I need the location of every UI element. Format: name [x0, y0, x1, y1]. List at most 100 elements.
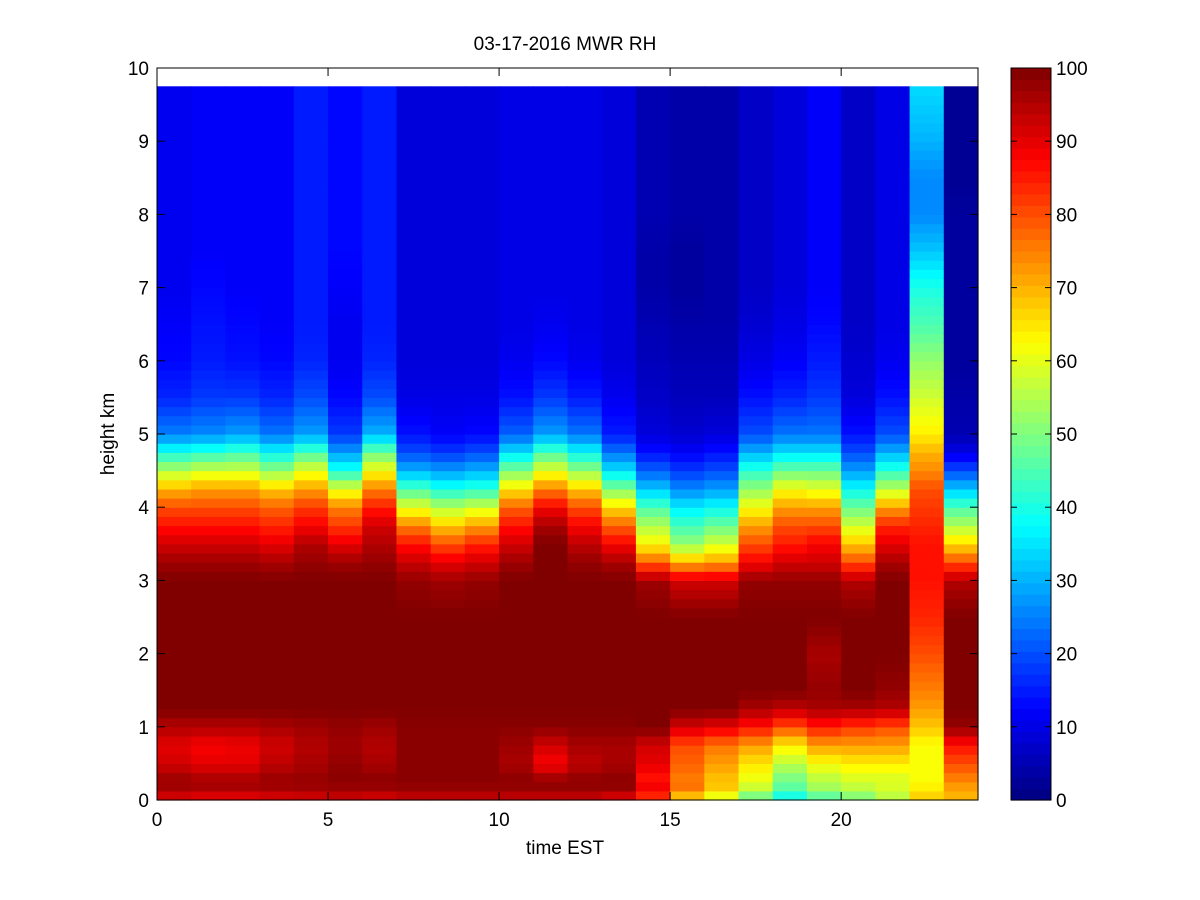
- heatmap-cell: [533, 580, 569, 591]
- heatmap-cell: [841, 86, 876, 97]
- heatmap-cell: [430, 251, 466, 261]
- heatmap-cell: [293, 122, 329, 133]
- heatmap-cell: [225, 434, 261, 444]
- heatmap-cell: [430, 287, 466, 298]
- heatmap-cell: [670, 699, 705, 710]
- heatmap-cell: [259, 369, 295, 380]
- heatmap-cell: [943, 223, 979, 234]
- heatmap-cell: [225, 534, 261, 545]
- heatmap-cell: [225, 772, 261, 783]
- heatmap-cell: [635, 507, 671, 517]
- heatmap-cell: [635, 388, 671, 398]
- heatmap-cell: [328, 141, 363, 151]
- heatmap-cell: [259, 424, 295, 435]
- heatmap-cell: [157, 360, 192, 371]
- heatmap-cell: [738, 479, 774, 490]
- heatmap-cell: [464, 617, 500, 627]
- heatmap-cell: [293, 507, 329, 517]
- heatmap-cell: [909, 104, 945, 115]
- heatmap-cell: [943, 726, 979, 737]
- heatmap-cell: [772, 772, 808, 783]
- heatmap-cell: [533, 662, 569, 673]
- heatmap-cell: [909, 86, 945, 97]
- heatmap-cell: [841, 223, 876, 234]
- heatmap-cell: [157, 132, 192, 142]
- heatmap-cell: [362, 122, 398, 133]
- heatmap-cell: [225, 122, 261, 133]
- heatmap-cell: [362, 580, 398, 591]
- heatmap-cell: [704, 589, 740, 600]
- x-tick-label: 15: [660, 810, 681, 831]
- heatmap-cell: [670, 644, 705, 655]
- heatmap-cell: [293, 324, 329, 334]
- heatmap-cell: [396, 305, 432, 316]
- heatmap-cell: [909, 635, 945, 646]
- heatmap-cell: [157, 461, 192, 472]
- heatmap-cell: [943, 406, 979, 417]
- heatmap-cell: [533, 671, 569, 682]
- heatmap-cell: [738, 681, 774, 691]
- heatmap-cell: [259, 141, 295, 151]
- heatmap-cell: [772, 132, 808, 142]
- heatmap-cell: [704, 516, 740, 527]
- heatmap-cell: [635, 717, 671, 728]
- heatmap-cell: [841, 388, 876, 398]
- heatmap-cell: [601, 251, 637, 261]
- heatmap-cell: [601, 315, 637, 325]
- heatmap-cell: [704, 315, 740, 325]
- heatmap-cell: [635, 95, 671, 106]
- heatmap-cell: [567, 333, 603, 344]
- heatmap-cell: [704, 333, 740, 344]
- heatmap-cell: [362, 141, 398, 151]
- heatmap-cell: [225, 726, 261, 737]
- colorbar-tick-label: 10: [1056, 718, 1077, 739]
- heatmap-cell: [533, 763, 569, 774]
- heatmap-cell: [328, 324, 363, 334]
- heatmap-cell: [328, 397, 363, 408]
- heatmap-cell: [841, 626, 876, 636]
- heatmap-cell: [909, 607, 945, 618]
- heatmap-cell: [943, 488, 979, 499]
- heatmap-cell: [601, 434, 637, 444]
- heatmap-cell: [430, 543, 466, 554]
- heatmap-cell: [772, 397, 808, 408]
- heatmap-cell: [841, 269, 876, 280]
- heatmap-cell: [362, 479, 398, 490]
- heatmap-cell: [430, 315, 466, 325]
- heatmap-cell: [499, 598, 534, 609]
- heatmap-cell: [293, 333, 329, 344]
- heatmap-cell: [772, 168, 808, 179]
- heatmap-cell: [259, 150, 295, 161]
- heatmap-cell: [225, 150, 261, 161]
- heatmap-cell: [533, 315, 569, 325]
- heatmap-cell: [430, 763, 466, 774]
- heatmap-cell: [533, 342, 569, 353]
- heatmap-cell: [704, 196, 740, 206]
- heatmap-cell: [738, 726, 774, 737]
- heatmap-cell: [806, 122, 842, 133]
- heatmap-cell: [601, 214, 637, 225]
- heatmap-cell: [704, 388, 740, 398]
- heatmap-cell: [670, 498, 705, 508]
- heatmap-cell: [328, 781, 363, 792]
- heatmap-cell: [567, 653, 603, 664]
- heatmap-cell: [738, 571, 774, 581]
- heatmap-cell: [362, 617, 398, 627]
- heatmap-cell: [635, 525, 671, 536]
- heatmap-cell: [293, 598, 329, 609]
- heatmap-cell: [772, 717, 808, 728]
- heatmap-cell: [704, 369, 740, 380]
- heatmap-cell: [225, 241, 261, 252]
- heatmap-cell: [704, 141, 740, 151]
- heatmap-cell: [362, 461, 398, 472]
- heatmap-cell: [875, 424, 911, 435]
- heatmap-cell: [430, 662, 466, 673]
- heatmap-cell: [738, 745, 774, 755]
- colorbar-strip: [1011, 674, 1051, 687]
- heatmap-cell: [191, 132, 227, 142]
- heatmap-cell: [738, 498, 774, 508]
- heatmap-cell: [567, 196, 603, 206]
- heatmap-cell: [328, 699, 363, 710]
- heatmap-cell: [943, 626, 979, 636]
- heatmap-cell: [396, 214, 432, 225]
